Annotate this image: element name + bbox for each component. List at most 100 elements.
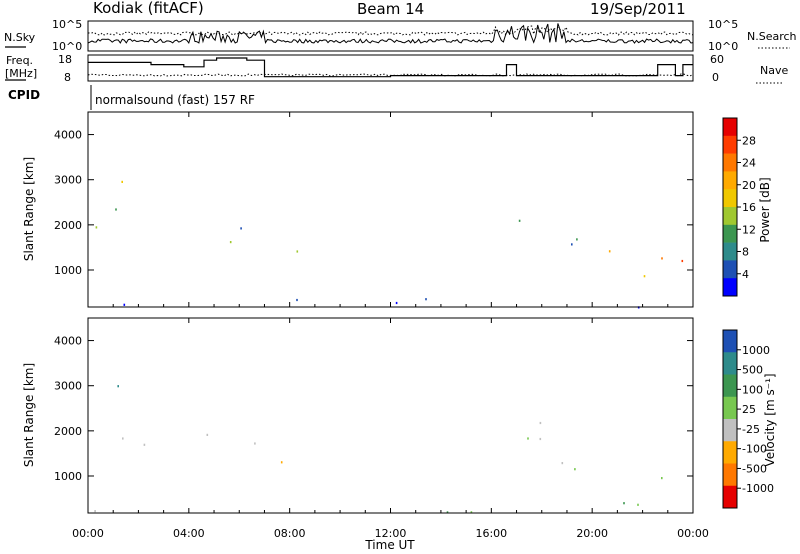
data-cell [661,477,663,480]
x-axis-label: Time UT [364,538,415,552]
beam-title: Beam 14 [357,0,424,18]
colorbar-swatch [723,485,737,509]
colorbar-tick-label: 25 [742,403,756,416]
data-cell [576,238,578,241]
colorbar-tick-label: 16 [742,201,756,214]
noise-left-tick-bottom: 10^0 [52,40,82,53]
noise-left-label: N.Sky [4,31,36,44]
data-cell [539,421,542,425]
data-cell [561,462,564,465]
nave-line [87,73,694,77]
noise-sky-line [87,23,694,45]
x-tick-label: 12:00 [375,527,407,540]
data-cell [296,298,298,302]
data-cell [206,433,209,436]
power-panel: 1000 2000 3000 4000 Slant Range [km] 28 24 20… [22,111,772,309]
time-x-axis: 00:00 04:00 08:00 12:00 16:00 20:00 00:00 [72,112,709,540]
data-cell [571,243,573,246]
noise-right-label: N.Search [747,30,797,43]
data-cell [121,180,123,183]
colorbar-tick-label: -100 [742,443,767,456]
colorbar-tick-label: 500 [742,364,763,377]
data-cell [539,437,542,441]
velocity-panel: 1000 2000 3000 4000 Slant Range [km] 1000 50… [22,112,777,552]
freq-label-line2: [MHz] [5,67,37,80]
data-cell [527,437,529,440]
data-cell [229,241,232,244]
colorbar-swatch [723,419,737,442]
colorbar-swatch [723,374,737,398]
data-cell [95,226,98,229]
data-cell [574,468,576,471]
colorbar-tick-label: -500 [742,462,767,475]
y-tick-label: 2000 [54,425,82,438]
station-title: Kodiak (fitACF) [93,0,204,17]
nave-tick-top: 60 [710,53,724,66]
data-cell [637,503,639,506]
data-cell [395,301,398,305]
colorbar-swatch [723,330,737,353]
date-title: 19/Sep/2011 [590,0,686,18]
y-tick-label: 1000 [54,470,82,483]
data-cell [608,250,611,253]
cpid-row: CPID normalsound (fast) 157 RF [8,85,255,110]
colorbar-tick-label: 12 [742,223,756,236]
data-cell [94,510,96,513]
colorbar-tick-label: -1000 [742,482,774,495]
freq-panel: Freq. [MHz] 18 8 60 0 Nave [5,53,788,84]
colorbar-tick-label: 4 [742,268,749,281]
x-tick-label: 16:00 [475,527,507,540]
noise-search-line [87,25,694,37]
freq-tick-top: 18 [58,53,72,66]
colorbar-swatch [723,242,737,261]
data-cell [470,511,473,514]
power-ylabel: Slant Range [km] [22,157,36,261]
data-cell [115,208,117,211]
data-cell [143,443,146,446]
data-cell [122,437,124,440]
colorbar-tick-label: 24 [742,157,756,170]
colorbar-tick-label: 1000 [742,344,770,357]
colorbar-swatch [723,118,737,137]
colorbar-swatch [723,352,737,375]
noise-left-tick-top: 10^5 [52,18,82,31]
colorbar-tick-label: 8 [742,246,749,259]
data-cell [681,259,684,263]
data-cell [446,511,449,514]
power-cbar-label: Power [dB] [758,177,772,242]
x-tick-label: 20:00 [576,527,608,540]
power-colorbar: 28 24 20 16 12 8 4 [722,117,756,297]
data-cell [296,250,299,253]
cpid-text: normalsound (fast) 157 RF [95,93,255,107]
data-cell [280,461,283,464]
y-tick-label: 3000 [54,174,82,187]
y-tick-label: 3000 [54,380,82,393]
velocity-cbar-label: Velocity [m s⁻¹] [763,373,777,466]
colorbar-tick-label: 28 [742,134,756,147]
freq-tick-bottom: 8 [64,71,71,84]
noise-right-tick-bottom: 10^0 [708,40,738,53]
data-cell [117,385,119,388]
x-tick-label: 00:00 [72,527,104,540]
colorbar-swatch [723,153,737,172]
colorbar-frame [722,329,738,509]
data-cell [643,275,646,278]
cpid-label: CPID [8,88,40,102]
power-data [95,180,684,309]
data-cell [254,442,256,445]
y-tick-label: 1000 [54,264,82,277]
colorbar-swatch [723,278,737,297]
data-cell [240,227,242,230]
power-y-axis: 1000 2000 3000 4000 [54,129,693,277]
velocity-colorbar: 1000 500 100 25 -25 -100 -500 -1000 [722,329,774,509]
data-cell [661,257,663,260]
colorbar-swatch [723,396,737,420]
velocity-data [94,385,663,514]
colorbar-swatch [723,189,737,208]
x-tick-label: 08:00 [274,527,306,540]
y-tick-label: 4000 [54,129,82,142]
freq-label-line1: Freq. [6,54,33,67]
velocity-ylabel: Slant Range [km] [22,363,36,467]
colorbar-swatch [723,224,737,243]
